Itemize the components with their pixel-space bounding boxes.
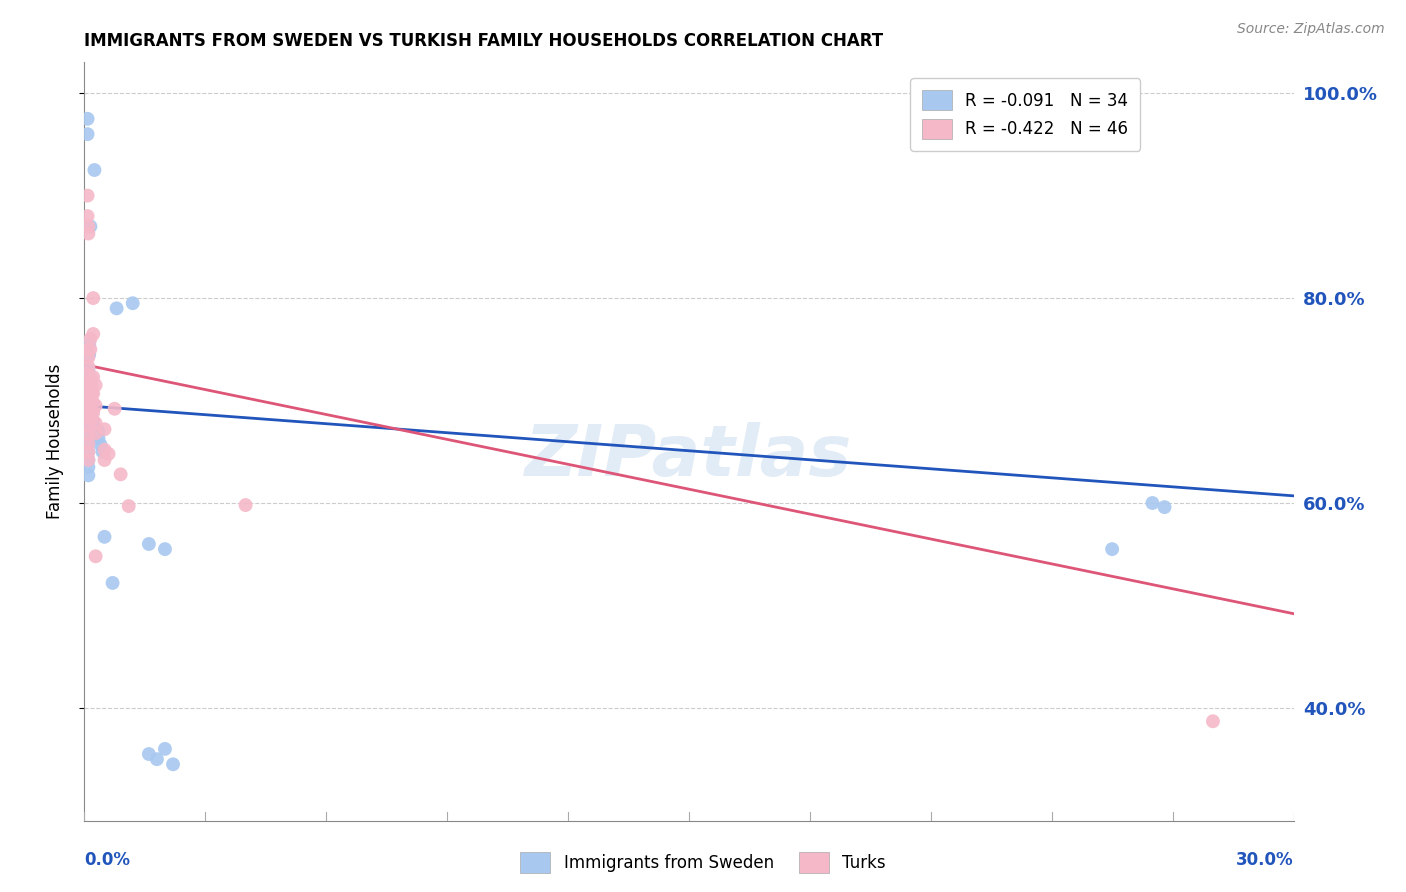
Text: 30.0%: 30.0% <box>1236 851 1294 869</box>
Text: ZIPatlas: ZIPatlas <box>526 422 852 491</box>
Point <box>82 414 104 428</box>
Point <box>77 468 100 483</box>
Point <box>1202 714 1225 729</box>
Legend: Immigrants from Sweden, Turks: Immigrants from Sweden, Turks <box>513 846 893 880</box>
Point <box>1153 500 1175 515</box>
Point <box>138 537 160 551</box>
Point <box>77 388 100 402</box>
Point <box>77 343 100 357</box>
Point <box>76 188 98 202</box>
Point <box>77 359 100 374</box>
Point <box>77 227 100 241</box>
Point <box>93 453 115 467</box>
Point <box>93 530 115 544</box>
Point <box>77 444 100 458</box>
Point <box>105 301 128 316</box>
Point <box>77 419 100 434</box>
Point <box>118 499 141 513</box>
Point <box>77 393 100 408</box>
Point <box>82 370 104 384</box>
Point <box>77 219 100 234</box>
Point <box>80 373 103 387</box>
Point <box>82 326 104 341</box>
Point <box>93 422 115 436</box>
Point <box>153 542 176 557</box>
Point <box>82 291 104 305</box>
Text: 0.0%: 0.0% <box>84 851 131 869</box>
Point <box>79 343 101 357</box>
Point <box>101 576 124 591</box>
Point <box>138 747 160 761</box>
Point <box>77 436 100 450</box>
Point <box>77 411 100 425</box>
Y-axis label: Family Households: Family Households <box>45 364 63 519</box>
Point <box>77 444 100 458</box>
Point <box>77 399 100 413</box>
Point <box>76 209 98 223</box>
Point <box>80 395 103 409</box>
Point <box>79 219 101 234</box>
Point <box>77 378 100 392</box>
Point <box>80 412 103 426</box>
Point <box>77 368 100 382</box>
Point <box>80 419 103 434</box>
Point <box>77 393 100 408</box>
Point <box>80 404 103 418</box>
Point <box>77 453 100 467</box>
Point <box>83 163 105 178</box>
Point <box>235 498 257 512</box>
Point <box>110 467 132 482</box>
Point <box>89 437 111 451</box>
Point <box>1142 496 1164 510</box>
Point <box>97 447 120 461</box>
Point <box>77 347 100 361</box>
Point <box>87 425 110 439</box>
Point <box>80 388 103 402</box>
Point <box>77 453 100 467</box>
Point <box>104 401 127 416</box>
Point <box>82 421 104 435</box>
Point <box>77 351 100 365</box>
Point <box>77 401 100 416</box>
Point <box>82 406 104 420</box>
Point <box>77 376 100 391</box>
Point <box>77 385 100 400</box>
Point <box>162 757 184 772</box>
Point <box>80 404 103 418</box>
Point <box>153 742 176 756</box>
Point <box>77 414 100 428</box>
Point <box>86 422 108 436</box>
Point <box>1101 542 1123 557</box>
Point <box>76 112 98 126</box>
Point <box>91 444 114 458</box>
Point <box>87 432 110 446</box>
Point <box>93 442 115 457</box>
Point <box>84 426 107 441</box>
Point <box>77 429 100 443</box>
Point <box>76 127 98 141</box>
Point <box>80 380 103 394</box>
Point <box>79 332 101 346</box>
Point <box>77 427 100 442</box>
Point <box>77 460 100 475</box>
Text: Source: ZipAtlas.com: Source: ZipAtlas.com <box>1237 22 1385 37</box>
Point <box>84 549 107 564</box>
Point <box>84 416 107 430</box>
Point <box>77 406 100 420</box>
Point <box>77 337 100 351</box>
Point <box>121 296 143 310</box>
Point <box>80 412 103 426</box>
Point <box>146 752 169 766</box>
Legend: R = -0.091   N = 34, R = -0.422   N = 46: R = -0.091 N = 34, R = -0.422 N = 46 <box>911 78 1140 151</box>
Point <box>84 399 107 413</box>
Point <box>77 436 100 450</box>
Point <box>84 378 107 392</box>
Point <box>77 363 100 377</box>
Point <box>77 373 100 387</box>
Point <box>82 395 104 409</box>
Point <box>77 421 100 435</box>
Text: IMMIGRANTS FROM SWEDEN VS TURKISH FAMILY HOUSEHOLDS CORRELATION CHART: IMMIGRANTS FROM SWEDEN VS TURKISH FAMILY… <box>84 32 883 50</box>
Point <box>82 386 104 401</box>
